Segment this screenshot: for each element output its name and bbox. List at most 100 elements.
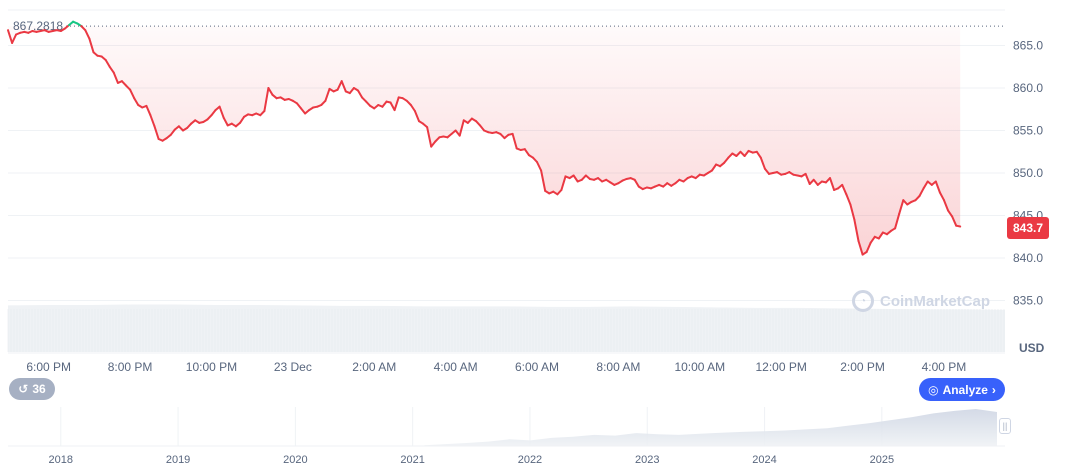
navigator-history-area [424, 409, 997, 446]
price-line-segment [426, 126, 433, 148]
price-line-segment [723, 156, 730, 164]
navigator-handle[interactable]: || [999, 418, 1011, 434]
price-line-segment [877, 231, 884, 240]
price-line-segment [511, 132, 518, 150]
price-line-segment [560, 175, 567, 191]
navigator-year-label: 2022 [518, 454, 542, 466]
price-line-segment [169, 128, 176, 136]
x-tick-label: 4:00 PM [922, 360, 967, 374]
price-line-segment [393, 96, 400, 112]
volume-bars [7, 304, 1005, 352]
price-line-segment [479, 124, 486, 132]
price-line-segment [955, 224, 962, 228]
price-line-segment [413, 110, 420, 123]
x-tick-label: 6:00 PM [26, 360, 71, 374]
x-tick-label: 23 Dec [274, 360, 312, 374]
price-line-segment [218, 105, 225, 119]
price-line-segment [340, 80, 347, 93]
y-tick-label: 855.0 [1013, 124, 1043, 138]
price-line-segment [108, 65, 115, 74]
navigator-year-label: 2025 [870, 454, 894, 466]
price-line-segment [951, 215, 958, 227]
price-line-segment [357, 89, 363, 99]
price-line-segment [129, 88, 136, 100]
navigator-year-label: 2024 [752, 454, 776, 466]
analyze-button[interactable]: ◎ Analyze › [919, 378, 1005, 401]
history-button[interactable]: ↺ 36 [9, 378, 55, 400]
price-line-segment [857, 240, 864, 256]
price-line [7, 20, 962, 256]
price-line-segment [918, 187, 925, 197]
price-line-segment [540, 169, 547, 192]
currency-label: USD [1019, 341, 1045, 355]
price-line-segment [149, 114, 156, 128]
price-line-segment [263, 87, 270, 112]
price-line-segment [853, 218, 860, 242]
price-line-segment [84, 29, 91, 40]
analyze-icon: ◎ [928, 382, 939, 397]
x-tick-label: 8:00 AM [596, 360, 640, 374]
price-line-segment [743, 149, 750, 157]
price-line-segment [922, 180, 929, 190]
price-line-segment [523, 148, 530, 157]
price-line-segment [222, 116, 229, 127]
watermark: ◔ CoinMarketCap [852, 290, 990, 312]
price-line-segment [829, 177, 836, 191]
x-tick-label: 10:00 PM [186, 360, 237, 374]
x-tick-label: 2:00 PM [840, 360, 885, 374]
navigator-year-label: 2020 [283, 454, 307, 466]
y-tick-label: 865.0 [1013, 39, 1043, 53]
navigator-year-label: 2018 [49, 454, 73, 466]
coinmarketcap-logo-icon: ◔ [852, 290, 874, 312]
price-line-segment [633, 178, 640, 188]
price-line-segment [324, 87, 331, 102]
price-line-segment [7, 29, 14, 44]
x-tick-label: 4:00 AM [434, 360, 478, 374]
price-line-segment [88, 37, 95, 54]
last-price-label: 843.7 [1012, 221, 1044, 235]
price-line-segment [210, 109, 217, 117]
price-line-segment [145, 104, 152, 117]
price-line-segment [869, 235, 876, 244]
price-line-segment [104, 59, 111, 68]
x-tick-label: 6:00 AM [515, 360, 559, 374]
x-axis: 6:00 PM 8:00 PM 10:00 PM 23 Dec 2:00 AM 4:00 … [26, 360, 966, 374]
navigator-year-label: 2021 [400, 454, 424, 466]
last-price-badge: 843.7 [1007, 217, 1049, 239]
x-tick-label: 12:00 PM [755, 360, 806, 374]
price-line-segment [572, 174, 579, 183]
price-line-segment [934, 180, 941, 194]
price-line-segment [849, 203, 856, 221]
price-line-segment [804, 172, 811, 185]
price-line-segment [841, 183, 848, 196]
price-line-segment [153, 125, 160, 140]
price-line-segment [348, 87, 355, 95]
price-line-segment [11, 33, 18, 44]
price-line-segment [267, 87, 274, 96]
y-tick-label: 860.0 [1013, 81, 1043, 95]
price-line-segment [938, 191, 945, 202]
price-line-segment [894, 212, 901, 230]
navigator-year-label: 2019 [166, 454, 190, 466]
watermark-text: CoinMarketCap [880, 292, 991, 310]
price-line-segment [389, 101, 396, 112]
reference-label: 867.2818 [13, 19, 63, 33]
price-line-segment [336, 80, 343, 91]
chevron-right-icon: › [991, 382, 996, 397]
x-tick-label: 2:00 AM [352, 360, 396, 374]
x-tick-label: 10:00 AM [674, 360, 725, 374]
navigator[interactable]: 2018 2019 2020 2021 2022 2023 2024 2025 [8, 407, 1005, 466]
price-line-segment [430, 140, 437, 148]
price-line-segment [763, 167, 770, 175]
y-tick-label: 835.0 [1013, 294, 1043, 308]
price-line-segment [865, 241, 872, 253]
price-line-segment [898, 199, 905, 215]
price-line-segment [133, 97, 140, 106]
price-line-segment [812, 178, 819, 186]
price-area-fill [8, 21, 961, 255]
history-count: 36 [32, 382, 46, 396]
price-line-segment [112, 71, 119, 84]
analyze-label: Analyze [942, 382, 988, 397]
